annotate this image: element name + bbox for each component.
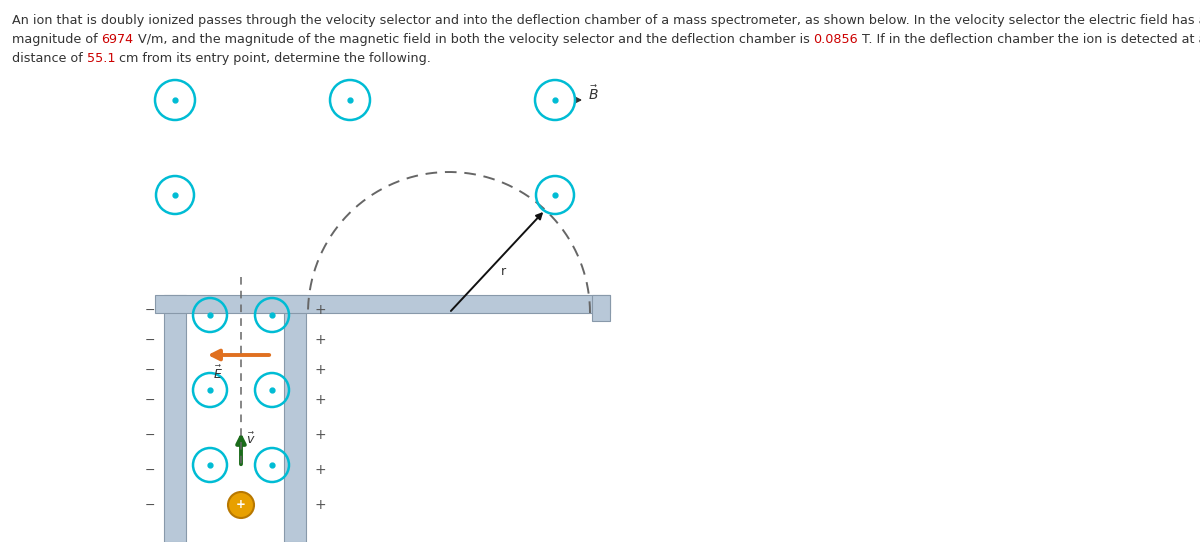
Bar (284, 295, 306, 542)
Text: +: + (314, 333, 326, 347)
Bar (155, 295, 610, 313)
Text: cm from its entry point, determine the following.: cm from its entry point, determine the f… (115, 52, 431, 65)
Bar (592, 295, 610, 321)
Bar (164, 295, 186, 542)
Text: r: r (502, 266, 506, 279)
Text: +: + (314, 498, 326, 512)
Text: −: − (145, 333, 155, 346)
Text: +: + (314, 393, 326, 407)
Text: −: − (145, 499, 155, 512)
Text: $\vec{B}$: $\vec{B}$ (588, 85, 599, 104)
Text: −: − (145, 463, 155, 476)
Text: +: + (314, 428, 326, 442)
Text: +: + (314, 463, 326, 477)
Text: 6974: 6974 (102, 33, 133, 46)
Circle shape (228, 492, 254, 518)
Text: +: + (314, 363, 326, 377)
Text: +: + (314, 303, 326, 317)
Text: An ion that is doubly ionized passes through the velocity selector and into the : An ion that is doubly ionized passes thr… (12, 14, 1200, 27)
Text: 55.1: 55.1 (86, 52, 115, 65)
Text: −: − (145, 393, 155, 406)
Text: T. If in the deflection chamber the ion is detected at a: T. If in the deflection chamber the ion … (858, 33, 1200, 46)
Text: distance of: distance of (12, 52, 86, 65)
Text: −: − (145, 304, 155, 317)
Text: +: + (236, 499, 246, 512)
Text: −: − (145, 364, 155, 377)
Text: V/m, and the magnitude of the magnetic field in both the velocity selector and t: V/m, and the magnitude of the magnetic f… (133, 33, 814, 46)
Text: $\vec{E}$: $\vec{E}$ (214, 365, 223, 382)
Text: 0.0856: 0.0856 (814, 33, 858, 46)
Text: $\vec{v}$: $\vec{v}$ (246, 432, 256, 447)
Text: −: − (145, 429, 155, 442)
Text: magnitude of: magnitude of (12, 33, 102, 46)
